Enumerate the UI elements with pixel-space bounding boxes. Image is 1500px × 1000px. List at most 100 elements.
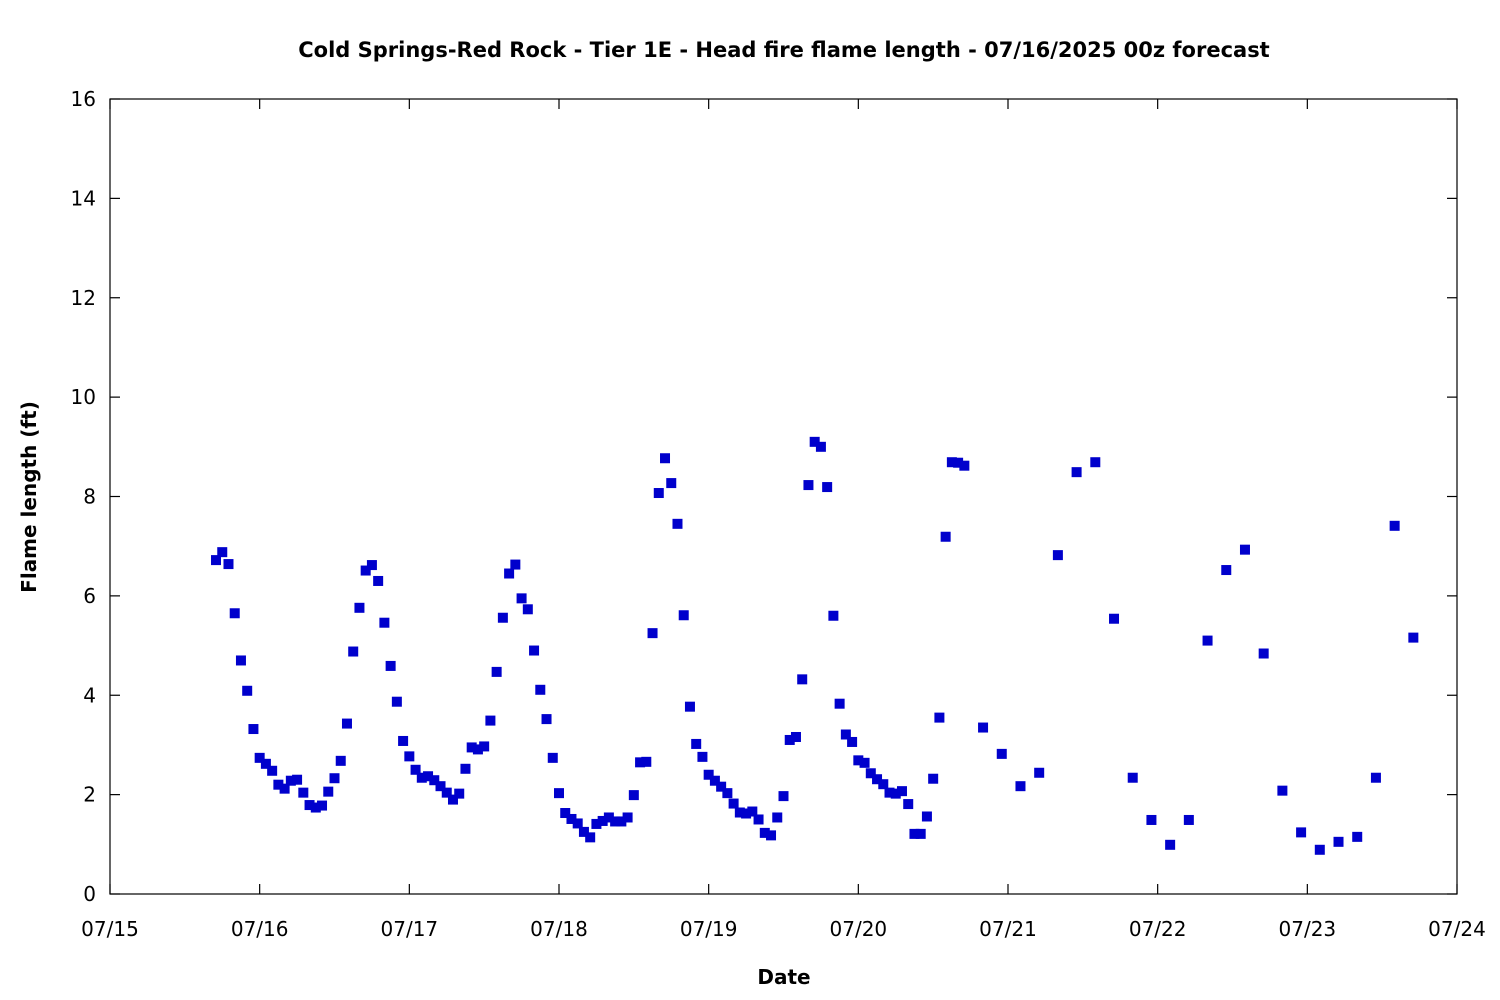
chart-title: Cold Springs-Red Rock - Tier 1E - Head f… bbox=[298, 38, 1269, 62]
data-point bbox=[310, 802, 321, 813]
data-point bbox=[1277, 785, 1288, 796]
data-point bbox=[1165, 839, 1176, 850]
data-point bbox=[759, 827, 770, 838]
data-point bbox=[404, 751, 415, 762]
data-point bbox=[672, 518, 683, 529]
data-point bbox=[329, 773, 340, 784]
data-point bbox=[978, 722, 989, 733]
data-point bbox=[566, 813, 577, 824]
y-tick-label: 8 bbox=[83, 485, 96, 509]
data-point bbox=[859, 757, 870, 768]
data-points bbox=[211, 436, 1419, 855]
data-point bbox=[229, 608, 240, 619]
x-tick-label: 07/15 bbox=[81, 917, 139, 941]
y-tick-label: 0 bbox=[83, 882, 96, 906]
data-point bbox=[447, 794, 458, 805]
y-tick-label: 4 bbox=[83, 683, 96, 707]
data-point bbox=[959, 460, 970, 471]
data-point bbox=[616, 816, 627, 827]
data-point bbox=[840, 729, 851, 740]
data-point bbox=[217, 547, 228, 558]
x-tick-label: 07/23 bbox=[1279, 917, 1337, 941]
data-point bbox=[1109, 613, 1120, 624]
data-point bbox=[772, 812, 783, 823]
data-point bbox=[753, 814, 764, 825]
data-point bbox=[479, 741, 490, 752]
data-point bbox=[510, 559, 521, 570]
data-point bbox=[853, 755, 864, 766]
data-point bbox=[323, 786, 334, 797]
data-point bbox=[304, 800, 315, 811]
x-axis-label: Date bbox=[757, 965, 810, 989]
data-point bbox=[953, 457, 964, 468]
data-point bbox=[928, 773, 939, 784]
data-point bbox=[398, 735, 409, 746]
x-tick-label: 07/18 bbox=[530, 917, 588, 941]
data-point bbox=[778, 791, 789, 802]
data-point bbox=[822, 482, 833, 493]
x-tick-label: 07/20 bbox=[830, 917, 888, 941]
data-point bbox=[1202, 635, 1213, 646]
data-point bbox=[260, 758, 271, 769]
data-point bbox=[460, 763, 471, 774]
data-point bbox=[878, 779, 889, 790]
data-point bbox=[809, 436, 820, 447]
data-point bbox=[940, 531, 951, 542]
data-point bbox=[248, 724, 259, 735]
data-point bbox=[391, 696, 402, 707]
data-point bbox=[610, 816, 621, 827]
data-point bbox=[211, 555, 222, 566]
data-point bbox=[635, 757, 646, 768]
data-point bbox=[529, 645, 540, 656]
x-axis: 07/15 07/16 07/17 07/18 07/19 07/20 07/21 07/22… bbox=[81, 99, 1486, 941]
data-point bbox=[728, 798, 739, 809]
data-point bbox=[1071, 467, 1082, 478]
data-point bbox=[335, 755, 346, 766]
data-point bbox=[242, 685, 253, 696]
y-axis-label: Flame length (ft) bbox=[17, 401, 41, 593]
data-point bbox=[273, 779, 284, 790]
data-point bbox=[560, 808, 571, 819]
data-point bbox=[1408, 632, 1419, 643]
data-point bbox=[1090, 457, 1101, 468]
data-point bbox=[766, 830, 777, 841]
data-point bbox=[921, 811, 932, 822]
data-point bbox=[516, 593, 527, 604]
data-point bbox=[578, 826, 589, 837]
data-point bbox=[915, 828, 926, 839]
data-point bbox=[865, 768, 876, 779]
data-point bbox=[934, 712, 945, 723]
data-point bbox=[497, 612, 508, 623]
data-point bbox=[1015, 781, 1026, 792]
data-point bbox=[903, 799, 914, 810]
data-point bbox=[628, 790, 639, 801]
data-point bbox=[872, 774, 883, 785]
data-point bbox=[491, 666, 502, 677]
data-point bbox=[267, 765, 278, 776]
data-point bbox=[235, 655, 246, 666]
y-tick-label: 6 bbox=[83, 584, 96, 608]
data-point bbox=[1296, 827, 1307, 838]
data-point bbox=[653, 488, 664, 499]
data-point bbox=[734, 807, 745, 818]
data-point bbox=[603, 812, 614, 823]
data-point bbox=[410, 764, 421, 775]
data-point bbox=[1333, 836, 1344, 847]
data-point bbox=[703, 769, 714, 780]
data-point bbox=[572, 818, 583, 829]
data-point bbox=[1183, 814, 1194, 825]
data-point bbox=[709, 775, 720, 786]
data-point bbox=[847, 736, 858, 747]
data-point bbox=[1239, 544, 1250, 555]
data-point bbox=[585, 832, 596, 843]
data-point bbox=[597, 815, 608, 826]
data-point bbox=[279, 783, 290, 794]
data-point bbox=[722, 788, 733, 799]
data-point bbox=[641, 756, 652, 767]
data-point bbox=[317, 800, 328, 811]
data-point bbox=[678, 610, 689, 621]
data-point bbox=[666, 478, 677, 489]
data-point bbox=[485, 715, 496, 726]
y-axis: 0 2 4 6 8 10 12 14 16 bbox=[71, 87, 1457, 906]
data-point bbox=[1314, 844, 1325, 855]
